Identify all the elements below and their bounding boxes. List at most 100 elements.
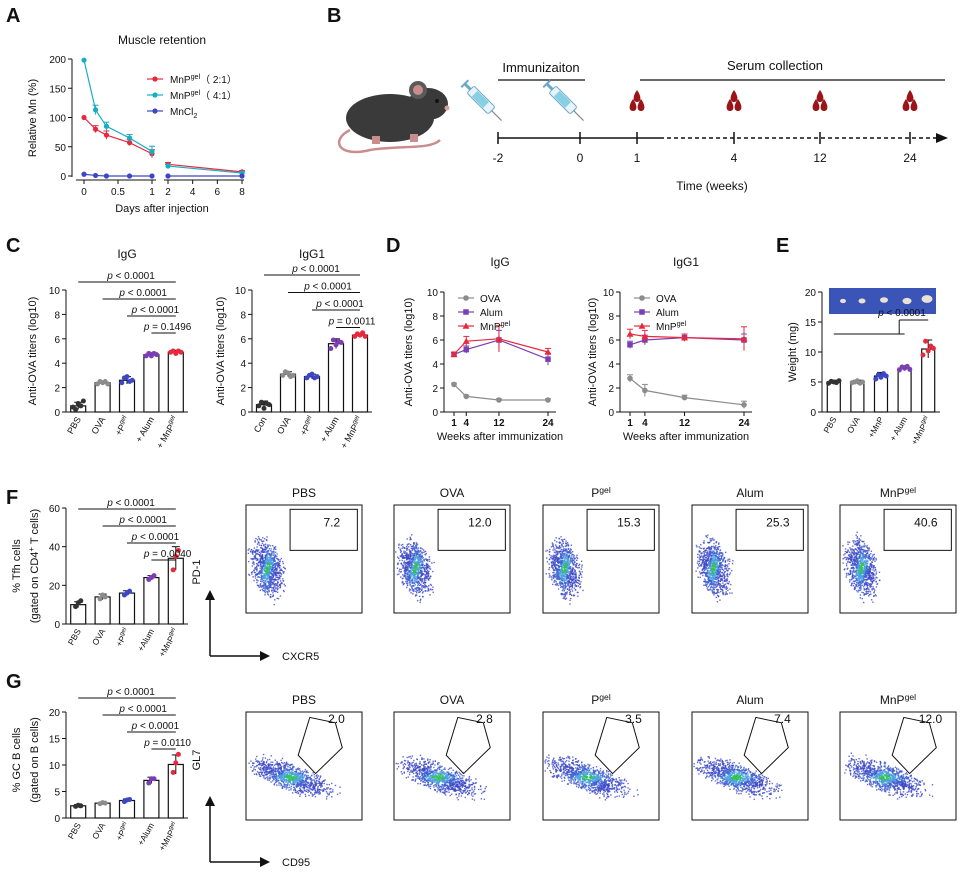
flow-event: [858, 575, 861, 577]
flow-event: [705, 573, 707, 575]
flow-event: [870, 583, 873, 586]
flow-event: [569, 571, 571, 573]
flow-event: [844, 553, 846, 555]
flow-event: [424, 570, 426, 573]
flow-event: [711, 589, 714, 592]
flow-event: [702, 551, 705, 553]
flow-event: [727, 558, 729, 561]
flow-event: [282, 566, 285, 568]
flow-event: [272, 594, 275, 596]
flow-event: [268, 562, 270, 565]
flow-event: [270, 559, 272, 562]
flow-event: [406, 582, 408, 585]
flow-event: [718, 552, 720, 554]
flow-event: [264, 580, 266, 582]
flow-event: [856, 531, 858, 533]
flow-event: [429, 566, 431, 568]
legend-label: MnPgel（ 2:1）: [170, 72, 237, 86]
flow-event: [410, 538, 412, 541]
flow-event: [412, 568, 414, 570]
flow-event: [260, 557, 263, 559]
flow-event: [266, 591, 269, 594]
flow-event: [406, 561, 408, 564]
flow-event: [412, 569, 415, 571]
flow-event: [419, 578, 421, 581]
flow-event: [862, 562, 864, 565]
flow-event: [418, 557, 420, 559]
flow-event: [263, 573, 265, 575]
flow-event: [254, 558, 256, 560]
y-tick-label: 100: [49, 114, 66, 125]
flow-event: [402, 565, 405, 568]
panel-label-A: A: [6, 5, 20, 27]
flow-event: [565, 561, 567, 564]
flow-event: [570, 568, 572, 570]
flow-event: [857, 562, 859, 564]
flow-event: [702, 541, 705, 544]
flow-event: [708, 555, 710, 557]
flow-event: [274, 590, 277, 593]
label-sup: gel: [167, 415, 177, 426]
flow-event: [875, 576, 877, 579]
flow-event: [563, 560, 565, 562]
flow-event: [273, 558, 275, 561]
flow-event: [851, 554, 853, 557]
flow-event: [260, 579, 262, 581]
flow-event: [707, 564, 709, 567]
flow-event: [558, 569, 561, 571]
flow-event: [701, 569, 703, 571]
flow-event: [728, 568, 731, 570]
flow-event: [569, 589, 571, 591]
flow-event: [567, 582, 569, 585]
flow-event: [564, 575, 567, 577]
flow-event: [255, 573, 257, 576]
flow-event: [269, 557, 272, 559]
data-point: [102, 800, 108, 806]
blood-drop-icon: [902, 90, 918, 111]
flow-event: [422, 577, 424, 580]
flow-event: [263, 548, 265, 550]
label-main: MnP: [656, 322, 677, 333]
flow-event: [263, 579, 265, 582]
flow-event: [406, 546, 408, 548]
flow-event: [416, 560, 419, 563]
flow-event: [412, 571, 415, 573]
flow-event: [398, 573, 400, 575]
flow-event: [866, 578, 869, 580]
flow-event: [256, 568, 258, 570]
flow-event: [406, 538, 408, 540]
flow-event: [423, 578, 426, 581]
flow-event: [421, 561, 423, 563]
flow-event: [559, 547, 562, 549]
flow-event: [719, 585, 722, 587]
flow-event: [697, 556, 699, 558]
y-axis-label-2: (gated on CD4+ T cells): [27, 509, 41, 623]
blood-drop: [812, 99, 820, 111]
flow-event: [709, 577, 712, 579]
flow-event: [402, 556, 404, 558]
flow-event: [708, 554, 710, 556]
flow-event: [713, 542, 715, 545]
flow-event: [426, 569, 429, 572]
flow-event: [418, 551, 421, 553]
data-point: [256, 403, 262, 409]
series-line: [167, 165, 243, 174]
flow-event: [274, 564, 276, 566]
flow-event: [569, 578, 571, 581]
flow-event: [421, 578, 423, 580]
flow-event: [408, 553, 410, 555]
flow-event: [720, 556, 723, 558]
flow-event: [844, 548, 847, 550]
flow-event: [275, 576, 277, 578]
flow-event: [727, 569, 729, 572]
flow-event: [706, 558, 708, 560]
flow-event: [418, 576, 420, 578]
flow-event: [861, 591, 863, 594]
flow-event: [262, 564, 265, 566]
serum-label: Serum collection: [727, 58, 823, 73]
label-main: PBS: [65, 415, 83, 436]
flow-event: [271, 583, 273, 586]
flow-event: [701, 547, 703, 550]
flow-event: [418, 563, 421, 565]
flow-event: [260, 564, 262, 566]
